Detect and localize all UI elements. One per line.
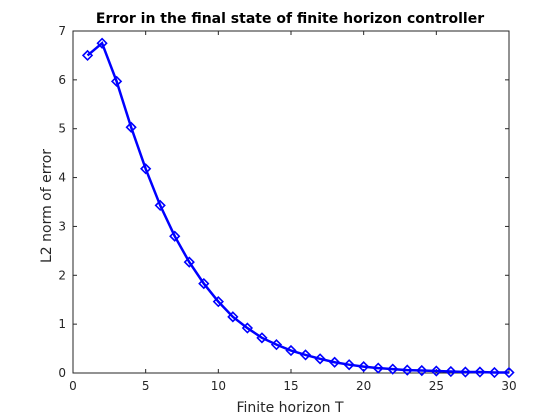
y-axis-label: L2 norm of error [39, 149, 55, 263]
chart-title: Error in the final state of finite horiz… [96, 11, 484, 27]
y-tick-label: 4 [58, 171, 66, 185]
y-tick-label: 2 [58, 268, 66, 282]
y-tick-label: 0 [58, 366, 66, 380]
plot-area: 0 5 10 15 20 25 30 0 1 2 3 4 5 6 7 [58, 24, 516, 393]
y-tick-label: 6 [58, 73, 66, 87]
y-tick-label: 3 [58, 219, 66, 233]
y-tick-label: 1 [58, 317, 66, 331]
x-axis-label: Finite horizon T [236, 400, 344, 416]
x-tick-label: 20 [356, 379, 371, 393]
x-tick-label: 25 [429, 379, 444, 393]
y-tick-label: 7 [58, 24, 66, 38]
x-tick-label: 30 [501, 379, 516, 393]
axes-box [73, 31, 509, 373]
x-tick-label: 10 [211, 379, 226, 393]
y-tick-label: 5 [58, 122, 66, 136]
x-tick-label: 15 [283, 379, 298, 393]
x-tick-label: 0 [69, 379, 77, 393]
x-tick-label: 5 [142, 379, 150, 393]
